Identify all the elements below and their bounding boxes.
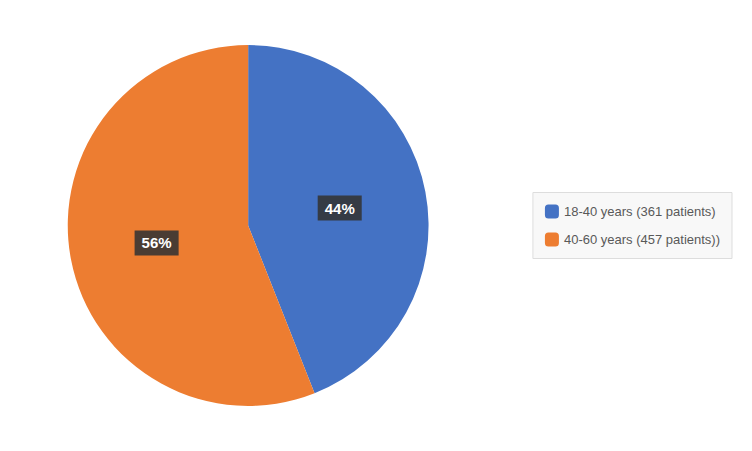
svg-text:40-60 years (457 patients)): 40-60 years (457 patients)) (564, 232, 720, 247)
svg-text:44%: 44% (325, 200, 355, 217)
svg-text:18-40 years (361 patients): 18-40 years (361 patients) (564, 204, 716, 219)
svg-text:56%: 56% (142, 234, 172, 251)
